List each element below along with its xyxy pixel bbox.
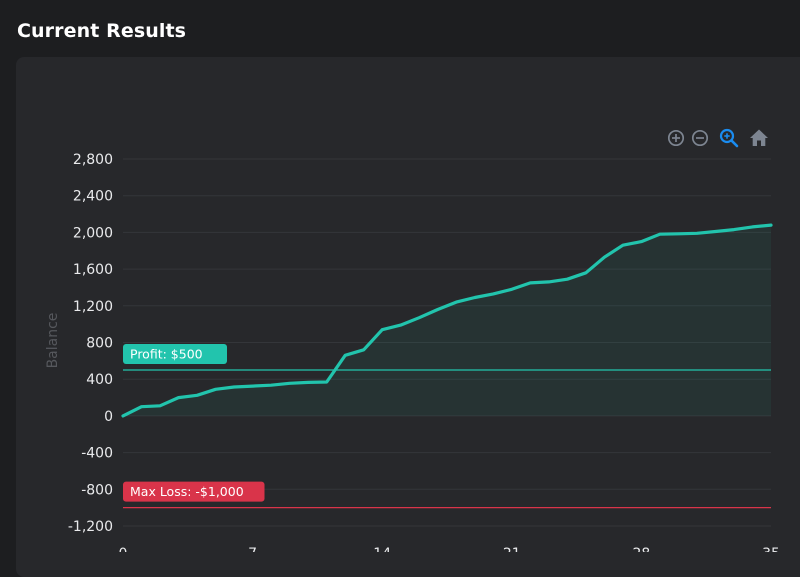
chart-axes: 2,800 2,400 2,000 1,600 1,200 800 400 0 -400 -800… bbox=[45, 152, 780, 552]
x-tick-label: 35 bbox=[762, 546, 780, 552]
home-icon[interactable] bbox=[748, 127, 770, 149]
y-tick-label: 0 bbox=[104, 409, 113, 425]
chart-annotations: Profit: $500 Max Loss: -$1,000 bbox=[123, 344, 771, 509]
x-tick-label: 14 bbox=[373, 546, 391, 552]
annotation-label: Profit: $500 bbox=[130, 347, 203, 362]
y-tick-label: -400 bbox=[81, 446, 113, 462]
x-tick-label: 28 bbox=[632, 546, 650, 552]
zoom-out-icon[interactable] bbox=[690, 127, 712, 149]
search-zoom-icon[interactable] bbox=[718, 127, 740, 149]
series-line bbox=[121, 223, 773, 418]
y-tick-label: 2,800 bbox=[73, 152, 113, 168]
y-tick-label: 1,200 bbox=[73, 299, 113, 315]
y-tick-label: -1,200 bbox=[68, 519, 113, 535]
y-tick-label: 2,400 bbox=[73, 189, 113, 205]
y-tick-label: -800 bbox=[81, 482, 113, 498]
balance-chart: Profit: $500 Max Loss: -$1,000 2,800 2,400… bbox=[45, 152, 780, 552]
y-tick-label: 2,000 bbox=[73, 225, 113, 241]
x-tick-label: 21 bbox=[503, 546, 521, 552]
annotation-badge bbox=[123, 481, 265, 502]
y-tick-label: 800 bbox=[86, 336, 113, 352]
y-axis-title: Balance bbox=[45, 313, 61, 369]
chart-area-layer bbox=[121, 223, 773, 418]
y-tick-label: 1,600 bbox=[73, 262, 113, 278]
annotation-badge bbox=[123, 344, 227, 365]
annotation-label: Max Loss: -$1,000 bbox=[130, 484, 244, 499]
x-tick-label: 0 bbox=[119, 546, 128, 552]
x-tick-label: 7 bbox=[248, 546, 257, 552]
page-title: Current Results bbox=[17, 20, 187, 42]
y-tick-label: 400 bbox=[86, 372, 113, 388]
zoom-in-icon[interactable] bbox=[666, 127, 688, 149]
series-area-fill bbox=[123, 225, 771, 416]
